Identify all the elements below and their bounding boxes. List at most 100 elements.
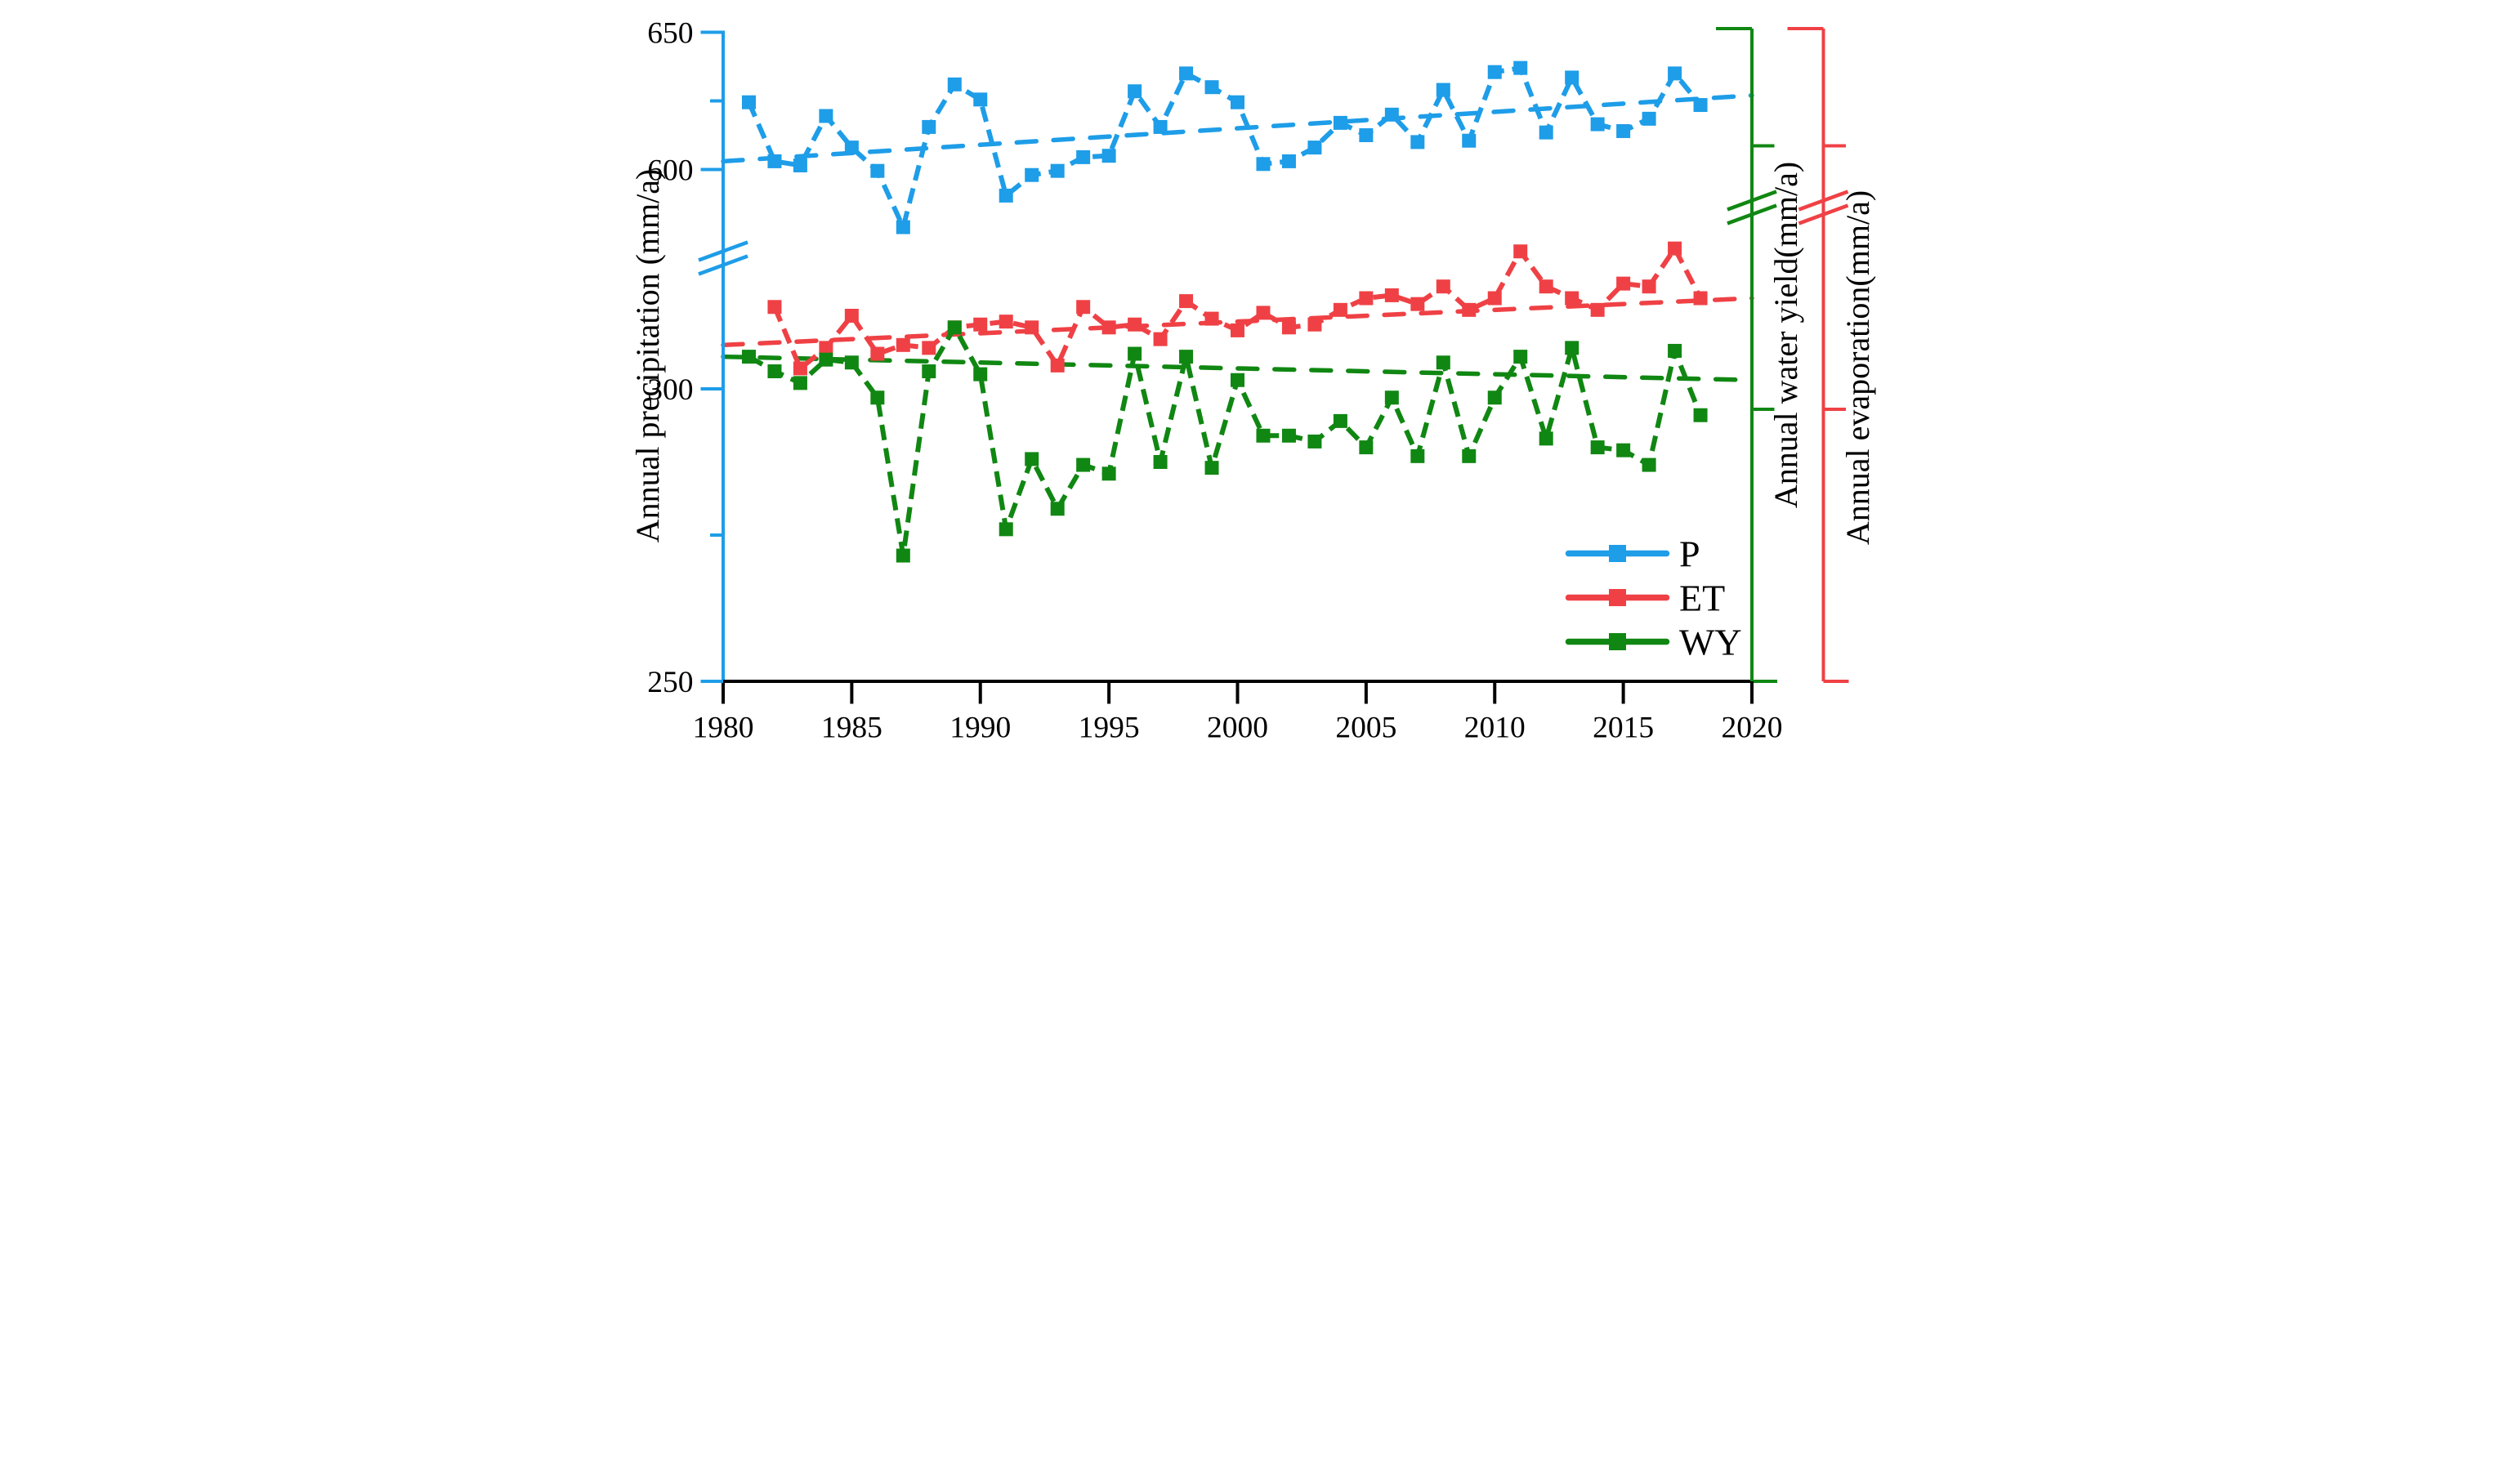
series-marker-P-7: [922, 119, 936, 134]
series-marker-P-11: [1025, 167, 1039, 182]
series-marker-WY-16: [1153, 455, 1168, 469]
series-marker-P-12: [1050, 163, 1065, 178]
left-axis-break-slash-1: [698, 254, 748, 276]
series-marker-WY-1: [767, 364, 782, 379]
series-marker-ET-9: [999, 315, 1013, 329]
series-marker-ET-11: [1050, 358, 1065, 373]
right-inner-axis-break-slash-0: [1727, 190, 1777, 212]
series-marker-WY-14: [1101, 466, 1116, 481]
series-marker-P-32: [1565, 70, 1579, 85]
series-line-WY: [747, 324, 1703, 559]
series-marker-P-5: [870, 163, 885, 178]
series-marker-P-30: [1513, 60, 1528, 75]
series-marker-ET-23: [1359, 291, 1374, 306]
series-marker-ET-35: [1668, 241, 1682, 256]
series-marker-WY-34: [1616, 443, 1631, 457]
series-marker-P-6: [896, 220, 910, 234]
x-tick-label-2000: 2000: [1207, 712, 1268, 739]
x-tick-label-1980: 1980: [693, 712, 754, 739]
series-marker-WY-19: [1231, 373, 1244, 387]
x-tick-label-1985: 1985: [821, 712, 882, 739]
series-marker-P-15: [1128, 84, 1142, 99]
series-marker-WY-5: [870, 390, 885, 405]
series-marker-P-20: [1256, 157, 1271, 172]
series-marker-ET-30: [1539, 279, 1553, 294]
series-marker-P-28: [1462, 133, 1477, 148]
left-tick-label-600: 600: [647, 154, 693, 188]
series-marker-ET-32: [1590, 302, 1605, 317]
series-marker-P-19: [1231, 95, 1244, 109]
series-marker-WY-37: [1693, 408, 1708, 422]
series-marker-WY-9: [973, 367, 988, 382]
series-marker-WY-2: [793, 376, 807, 390]
series-marker-ET-0: [767, 300, 782, 315]
series-marker-WY-0: [741, 350, 756, 364]
series-marker-P-37: [1693, 98, 1708, 113]
series-marker-P-10: [999, 188, 1013, 203]
x-tick-label-2015: 2015: [1593, 712, 1654, 739]
series-marker-WY-35: [1642, 457, 1656, 472]
left-axis-break-slash-0: [698, 240, 748, 262]
series-marker-ET-24: [1384, 288, 1399, 302]
series-marker-ET-5: [896, 337, 910, 352]
legend-label-ET: ET: [1679, 578, 1725, 619]
series-ET: [767, 241, 1708, 376]
series-marker-WY-17: [1179, 350, 1194, 364]
x-tick-label-2020: 2020: [1722, 712, 1783, 739]
series-marker-WY-32: [1565, 341, 1579, 355]
series-marker-WY-33: [1590, 440, 1605, 455]
series-marker-P-31: [1539, 125, 1553, 140]
series-line-ET: [772, 246, 1703, 371]
left-axis-title: Annual precipitation (mm/a): [630, 169, 666, 543]
series-marker-P-22: [1307, 141, 1322, 155]
series-marker-ET-8: [973, 317, 988, 332]
series-marker-P-25: [1384, 107, 1399, 122]
series-marker-WY-31: [1539, 431, 1553, 446]
series-marker-P-35: [1642, 111, 1656, 126]
series-marker-ET-1: [793, 361, 807, 376]
legend-label-P: P: [1679, 533, 1700, 575]
legend-item-P: P: [1565, 533, 1700, 575]
series-marker-WY-20: [1256, 428, 1271, 443]
series-marker-P-3: [819, 109, 833, 123]
series-marker-WY-3: [819, 352, 833, 367]
series-marker-ET-26: [1436, 279, 1450, 294]
series-P: [741, 60, 1708, 234]
series-marker-ET-31: [1565, 291, 1579, 306]
figure-container: 1980 1985 1990 1995 2000 2005 2010 2015 2020 600 6…: [630, 0, 1890, 738]
series-marker-P-17: [1179, 66, 1194, 81]
series-marker-P-1: [767, 154, 782, 168]
right-outer-axis-break-slash-0: [1798, 190, 1849, 212]
series-marker-ET-33: [1616, 276, 1631, 291]
x-tick-label-2005: 2005: [1335, 712, 1396, 739]
series-marker-ET-36: [1693, 291, 1708, 306]
series-marker-ET-6: [922, 341, 936, 355]
series-marker-WY-27: [1436, 355, 1450, 370]
series-marker-WY-7: [922, 364, 936, 379]
left-tick-label-300: 300: [647, 373, 693, 407]
series-marker-P-18: [1204, 80, 1219, 95]
series-marker-ET-14: [1128, 317, 1142, 332]
series-marker-ET-27: [1462, 302, 1477, 317]
series-marker-ET-20: [1281, 320, 1296, 335]
trend-line-ET: [721, 296, 1754, 348]
series-marker-P-23: [1333, 115, 1347, 130]
left-tick-label-250: 250: [647, 666, 693, 699]
series-marker-P-0: [741, 95, 756, 109]
precipitation-et-wateryield-chart: 1980 1985 1990 1995 2000 2005 2010 2015 2020 600 6…: [630, 17, 1876, 739]
series-marker-P-16: [1153, 119, 1168, 134]
series-marker-ET-12: [1076, 300, 1091, 315]
series-marker-WY-15: [1128, 346, 1142, 361]
series-marker-WY-29: [1487, 390, 1502, 405]
series-marker-WY-8: [947, 320, 962, 335]
series-WY: [741, 320, 1708, 563]
trend-line-P: [721, 93, 1754, 164]
series-marker-P-33: [1590, 117, 1605, 132]
series-marker-ET-22: [1333, 302, 1347, 317]
legend-label-WY: WY: [1679, 622, 1742, 663]
series-marker-P-24: [1359, 128, 1374, 142]
legend-marker-ET: [1609, 589, 1626, 606]
series-marker-WY-13: [1076, 457, 1091, 472]
legend-item-WY: WY: [1565, 622, 1742, 663]
series-marker-WY-4: [844, 355, 859, 370]
